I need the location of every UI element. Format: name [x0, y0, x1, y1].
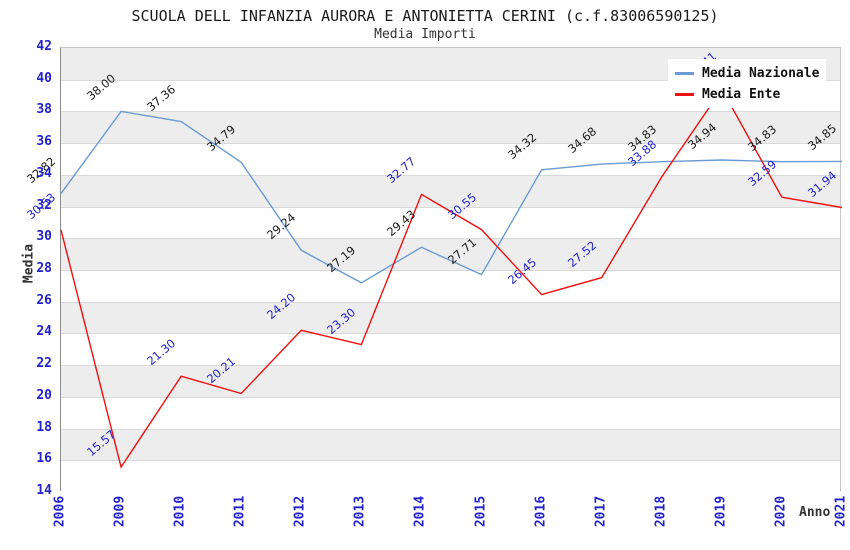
x-tick-label: 2021 — [833, 495, 849, 528]
y-tick-label: 18 — [36, 419, 52, 435]
background-band — [61, 143, 840, 175]
y-tick-label: 14 — [36, 483, 52, 498]
background-band — [61, 396, 840, 429]
x-tick-label: 2018 — [653, 495, 669, 528]
legend-item-media-ente: Media Ente — [675, 86, 819, 102]
gridline — [61, 79, 840, 81]
legend-label: Media Nazionale — [702, 65, 820, 81]
y-tick-label: 22 — [36, 356, 52, 372]
legend: Media Nazionale Media Ente — [668, 59, 827, 108]
chart-title: SCUOLA DELL INFANZIA AURORA E ANTONIETTA… — [131, 7, 719, 25]
y-tick-label: 24 — [36, 324, 52, 340]
gridline — [61, 428, 840, 430]
x-tick-label: 2010 — [172, 495, 188, 528]
gridline — [61, 238, 840, 240]
background-band — [61, 174, 840, 207]
x-tick-label: 2009 — [112, 495, 128, 528]
background-band — [61, 333, 840, 366]
gridline — [61, 365, 840, 367]
chart-subtitle: Media Importi — [374, 27, 476, 42]
gridline — [61, 206, 840, 208]
y-axis-label: Media — [21, 243, 37, 284]
y-tick-label: 26 — [36, 292, 52, 308]
background-band — [61, 301, 840, 334]
y-tick-label: 30 — [36, 229, 52, 245]
background-band — [61, 238, 840, 270]
x-tick-label: 2016 — [533, 495, 549, 528]
legend-line-swatch — [675, 71, 694, 75]
x-axis-label: Anno — [799, 505, 831, 520]
gridline — [61, 333, 840, 335]
x-tick-label: 2014 — [412, 495, 428, 528]
gridline — [61, 143, 840, 145]
legend-line-swatch — [675, 92, 694, 96]
y-tick-label: 42 — [36, 39, 52, 54]
y-tick-label: 28 — [36, 261, 52, 276]
y-tick-label: 36 — [36, 134, 52, 150]
series-line-media-nazionale — [60, 110, 843, 284]
x-tick-label: 2020 — [773, 495, 789, 528]
y-tick-label: 20 — [36, 387, 52, 403]
y-tick-label: 16 — [36, 451, 52, 467]
gridline — [61, 396, 840, 398]
background-band — [61, 111, 840, 144]
y-tick-label: 34 — [36, 165, 52, 181]
gridline — [61, 111, 840, 113]
x-tick-label: 2019 — [713, 495, 729, 528]
series-lines — [60, 87, 843, 469]
x-tick-label: 2012 — [292, 495, 308, 528]
y-tick-label: 32 — [36, 197, 52, 213]
gridline — [61, 174, 840, 176]
x-tick-label: 2006 — [52, 495, 68, 528]
legend-item-media-nazionale: Media Nazionale — [675, 65, 819, 81]
x-tick-label: 2015 — [473, 495, 489, 528]
background-band — [61, 365, 840, 397]
gridline — [61, 460, 840, 462]
gridline — [61, 270, 840, 271]
x-tick-label: 2017 — [593, 495, 609, 528]
x-tick-label: 2011 — [232, 495, 248, 528]
series-line-media-ente — [60, 87, 843, 469]
background-band — [61, 460, 840, 492]
legend-label: Media Ente — [702, 86, 781, 102]
x-tick-label: 2013 — [352, 495, 368, 528]
gridline — [61, 301, 840, 303]
y-tick-label: 40 — [36, 70, 52, 86]
plot-area — [60, 47, 843, 492]
background-band — [61, 428, 840, 461]
background-band — [61, 270, 840, 302]
y-tick-label: 38 — [36, 102, 52, 118]
